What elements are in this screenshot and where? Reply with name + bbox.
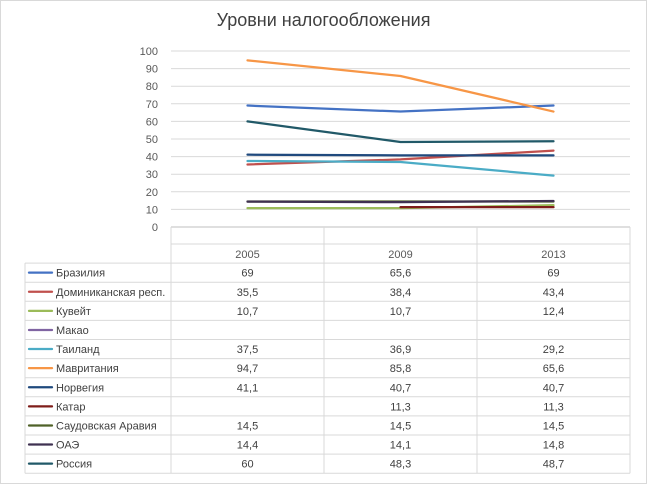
data-table-value: 38,4 (390, 287, 411, 299)
data-table-value: 35,5 (237, 287, 258, 299)
series-line-7 (246, 153, 555, 157)
legend-series-name: Норвегия (56, 382, 104, 394)
series-line-6 (246, 59, 555, 113)
data-table-value: 85,8 (390, 363, 411, 375)
legend-series-name: Таиланд (56, 344, 100, 356)
y-tick-label: 40 (146, 152, 158, 164)
legend-series-name: Доминиканская респ. (56, 287, 165, 299)
data-table-value: 14,8 (543, 440, 564, 452)
legend-series-name: Саудовская Аравия (56, 420, 157, 432)
data-table-value: 14,5 (390, 420, 411, 432)
data-table-value: 65,6 (543, 363, 564, 375)
data-table-value: 36,9 (390, 344, 411, 356)
y-tick-label: 10 (146, 204, 158, 216)
y-tick-label: 0 (152, 222, 158, 234)
data-table-value: 37,5 (237, 344, 258, 356)
legend-series-name: Катар (56, 401, 85, 413)
series-line-10 (246, 199, 555, 204)
chart-title: Уровни налогообложения (216, 10, 431, 30)
y-tick-label: 60 (146, 116, 158, 128)
data-table-value: 14,5 (237, 420, 258, 432)
data-table-value: 14,1 (390, 440, 411, 452)
y-tick-label: 80 (146, 81, 158, 93)
y-tick-label: 90 (146, 64, 158, 76)
data-table-value: 11,3 (543, 401, 564, 413)
series-line-11 (246, 120, 555, 144)
legend-series-name: Россия (56, 459, 92, 471)
data-table-value: 48,7 (543, 459, 564, 471)
data-table-value: 11,3 (390, 401, 411, 413)
y-tick-label: 70 (146, 99, 158, 111)
data-table-value: 69 (547, 268, 559, 280)
data-table-value: 94,7 (237, 363, 258, 375)
data-table-value: 14,4 (237, 440, 258, 452)
legend-series-name: Кувейт (56, 306, 91, 318)
data-table-value: 29,2 (543, 344, 564, 356)
data-table-value: 41,1 (237, 382, 258, 394)
data-table-value: 43,4 (543, 287, 564, 299)
data-table-value: 48,3 (390, 459, 411, 471)
y-tick-label: 100 (140, 46, 158, 58)
x-category-label: 2009 (388, 249, 412, 261)
data-table-value: 40,7 (543, 382, 564, 394)
series-line-2 (246, 149, 555, 166)
y-tick-label: 30 (146, 169, 158, 181)
data-table-value: 14,5 (543, 420, 564, 432)
legend-series-name: Мавритания (56, 363, 119, 375)
legend-series-name: Бразилия (56, 268, 105, 280)
series-line-1 (246, 104, 555, 113)
data-table-value: 60 (241, 459, 253, 471)
data-table-value: 12,4 (543, 306, 564, 318)
x-category-label: 2005 (235, 249, 259, 261)
legend-series-name: ОАЭ (56, 440, 79, 452)
data-table-value: 10,7 (390, 306, 411, 318)
legend-series-name: Макао (56, 325, 89, 337)
data-table-value: 40,7 (390, 382, 411, 394)
x-category-label: 2013 (541, 249, 565, 261)
y-tick-label: 50 (146, 134, 158, 146)
data-table-value: 69 (241, 268, 253, 280)
data-table-value: 10,7 (237, 306, 258, 318)
data-table-value: 65,6 (390, 268, 411, 280)
series-line-5 (246, 159, 555, 177)
y-tick-label: 20 (146, 187, 158, 199)
